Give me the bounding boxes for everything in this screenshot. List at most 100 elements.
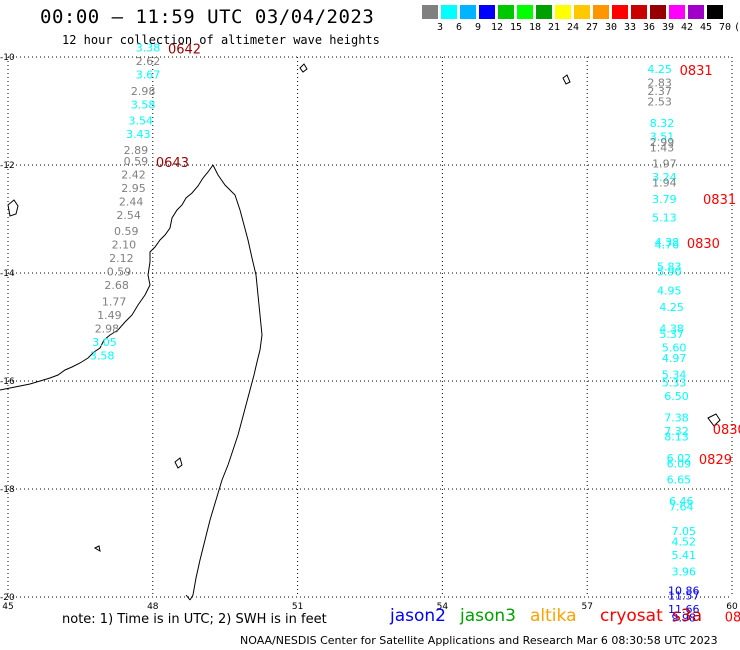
legend-swatch xyxy=(422,5,438,19)
wave-height-value: 2.95 xyxy=(121,182,146,195)
pass-time-label: 0829 xyxy=(699,453,732,468)
wave-height-value: 4.25 xyxy=(647,63,672,76)
legend-label: 24 xyxy=(566,22,580,33)
credit-text: NOAA/NESDIS Center for Satellite Applica… xyxy=(240,634,718,647)
lon-tick-label: 51 xyxy=(292,602,303,612)
seychelles-island xyxy=(562,74,571,85)
wave-height-value: 3.24 xyxy=(652,171,677,184)
wave-height-value: 5.34 xyxy=(662,368,687,381)
wave-height-value: 0.59 xyxy=(107,266,132,279)
legend-swatch xyxy=(688,5,704,19)
satellite-name: jason3 xyxy=(460,606,516,626)
lon-tick-label: 57 xyxy=(581,602,592,612)
legend-label: 21 xyxy=(547,22,561,33)
legend-label: 30 xyxy=(604,22,618,33)
madagascar-coastline xyxy=(0,164,263,601)
wave-height-value: 1.43 xyxy=(650,142,675,155)
lat-tick-label: -12 xyxy=(0,161,15,171)
wave-height-value: 0.59 xyxy=(124,155,149,168)
wave-height-value: 6.65 xyxy=(667,474,692,487)
legend-label: 9 xyxy=(474,22,482,33)
wave-height-value: 7.32 xyxy=(664,425,689,438)
wave-height-value: 11.66 xyxy=(668,603,700,616)
legend-swatch xyxy=(669,5,685,19)
legend-swatch xyxy=(479,5,495,19)
legend-label: 70 xyxy=(718,22,732,33)
wave-height-value: 4.52 xyxy=(671,536,696,549)
legend-swatch xyxy=(517,5,533,19)
wave-height-value: 3.54 xyxy=(128,115,153,128)
wave-height-value: 3.51 xyxy=(650,131,675,144)
wave-height-value: 3.58 xyxy=(90,349,115,362)
wave-height-value: 2.62 xyxy=(136,55,161,68)
wave-height-value: 5.90 xyxy=(657,266,682,279)
satellite-name: jason2 xyxy=(390,606,446,626)
wave-height-value: 2.98 xyxy=(131,85,156,98)
wave-height-value: 4.76 xyxy=(655,239,680,252)
reunion-island xyxy=(707,413,721,427)
wave-height-value: 4.38 xyxy=(659,322,684,335)
lat-tick-label: -16 xyxy=(0,377,15,387)
legend-swatch xyxy=(593,5,609,19)
pass-time-label: 0830 xyxy=(687,237,720,252)
wave-height-value: 3.79 xyxy=(652,193,677,206)
legend-label: (ft) xyxy=(734,22,740,33)
wave-height-value: 3.43 xyxy=(126,128,151,141)
wave-height-value: 3.58 xyxy=(131,98,156,111)
legend-swatch xyxy=(441,5,457,19)
wave-height-value: 3.38 xyxy=(136,42,161,55)
wave-height-value: 5.13 xyxy=(652,212,677,225)
wave-height-value: 6.09 xyxy=(667,457,692,470)
legend-swatch xyxy=(631,5,647,19)
legend-label: 42 xyxy=(680,22,694,33)
lat-lon-grid: 45 48 51 54 57 60 -10 -12 -14 -16 -18 -20 xyxy=(0,53,738,612)
legend-label: 15 xyxy=(509,22,523,33)
wave-height-value: 3.96 xyxy=(671,565,696,578)
wave-height-value: 2.98 xyxy=(95,322,120,335)
wave-height-value: 2.10 xyxy=(112,239,137,252)
legend-swatch xyxy=(555,5,571,19)
legend-swatch xyxy=(498,5,514,19)
wave-height-value: 3.05 xyxy=(92,336,117,349)
satellite-name: cryosat xyxy=(600,606,663,626)
lon-tick-label: 48 xyxy=(147,602,159,612)
legend-label: 27 xyxy=(585,22,599,33)
pass-time-label: 0829 xyxy=(725,610,740,625)
wave-height-value: 7.38 xyxy=(664,412,689,425)
note-text: note: 1) Time is in UTC; 2) SWH is in fe… xyxy=(62,612,327,627)
legend-label: 18 xyxy=(528,22,542,33)
legend-label: 6 xyxy=(455,22,463,33)
small-island xyxy=(174,457,183,469)
wave-height-value: 7.64 xyxy=(669,501,694,514)
wave-height-value: 2.89 xyxy=(124,144,149,157)
pass-time-label: 0831 xyxy=(703,193,736,208)
wave-height-value: 8.13 xyxy=(664,430,689,443)
wave-height-value: 2.44 xyxy=(119,196,144,209)
wave-height-value: 2.42 xyxy=(121,169,146,182)
lon-tick-label: 45 xyxy=(2,602,13,612)
legend-label: 33 xyxy=(623,22,637,33)
legend-swatch xyxy=(650,5,666,19)
map-subtitle: 12 hour collection of altimeter wave hei… xyxy=(62,33,380,47)
wave-height-value: 0.59 xyxy=(114,225,139,238)
wave-height-value: 2.83 xyxy=(647,77,672,90)
wave-height-value: 2.54 xyxy=(116,209,141,222)
legend-label: 3 xyxy=(436,22,444,33)
wave-height-value: 4.97 xyxy=(662,352,687,365)
lat-tick-label: -14 xyxy=(0,269,15,279)
wave-height-value: 4.38 xyxy=(655,236,680,249)
wave-height-value: 9.98 xyxy=(671,611,696,624)
wave-height-value: 6.02 xyxy=(667,452,692,465)
satellite-name: s3a xyxy=(672,606,703,626)
wave-height-value: 8.32 xyxy=(650,117,675,130)
legend-label: 36 xyxy=(642,22,656,33)
wave-height-value: 1.77 xyxy=(102,295,127,308)
legend-swatch xyxy=(460,5,476,19)
wave-height-value: 1.94 xyxy=(652,177,677,190)
wave-height-value: 5.37 xyxy=(659,328,684,341)
wave-height-value: 2.37 xyxy=(647,85,672,98)
wave-height-value: 7.05 xyxy=(671,525,696,538)
map-title: 00:00 – 11:59 UTC 03/04/2023 xyxy=(40,6,375,28)
wave-height-value: 4.25 xyxy=(659,301,684,314)
pass-time-label: 0643 xyxy=(156,156,189,171)
